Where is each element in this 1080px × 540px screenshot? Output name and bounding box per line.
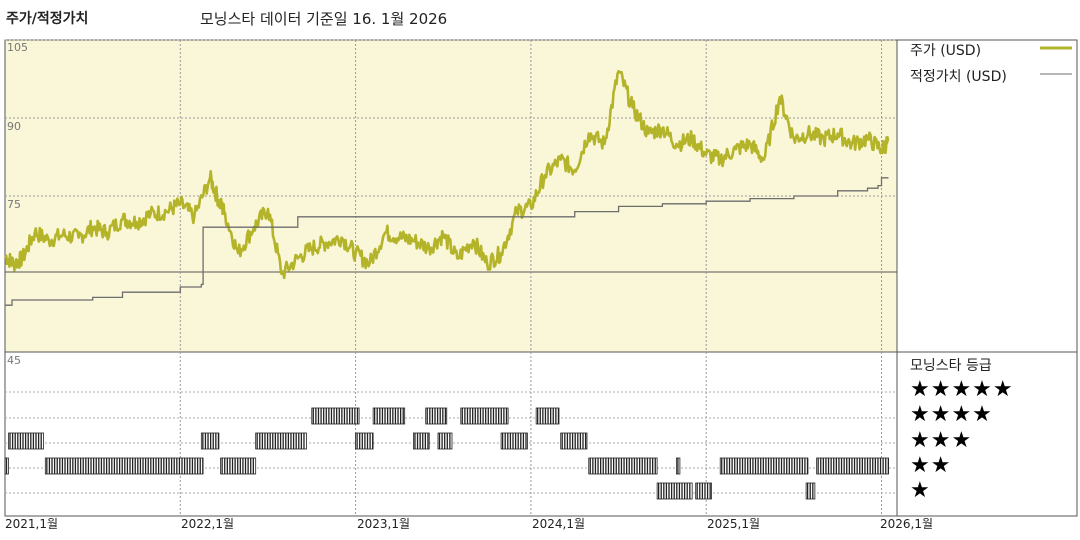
- price-series-line: [4, 69, 890, 280]
- rating-1-star-icon: ★: [910, 478, 931, 503]
- chart-title: 주가/적정가치: [6, 11, 89, 27]
- rating-bar-4-star: [372, 407, 406, 425]
- x-tick-label: 2022,1월: [181, 517, 235, 531]
- rating-bar-2-star: [220, 457, 257, 475]
- rating-bar-4-star: [535, 407, 560, 425]
- rating-2-stars-icon: ★★: [910, 453, 952, 478]
- y-tick-label: 45: [7, 354, 21, 367]
- x-tick-label: 2021,1월: [5, 517, 59, 531]
- rating-bar-4-star: [311, 407, 360, 425]
- x-tick-label: 2026,1월: [880, 517, 934, 531]
- rating-bar-4-star: [425, 407, 448, 425]
- rating-bar-3-star: [200, 432, 220, 450]
- legend-fair-value-label: 적정가치 (USD): [910, 69, 1007, 85]
- rating-bar-3-star: [413, 432, 430, 450]
- rating-bar-2-star: [675, 457, 681, 475]
- y-tick-label: 105: [7, 41, 28, 54]
- rating-bar-2-star: [719, 457, 809, 475]
- rating-bar-3-star: [560, 432, 588, 450]
- y-tick-label: 90: [7, 120, 21, 133]
- x-tick-label: 2023,1월: [357, 517, 411, 531]
- rating-bar-1-star: [695, 482, 712, 500]
- fair-value-series-line: [5, 177, 889, 306]
- legend-price-label: 주가 (USD): [910, 43, 982, 59]
- rating-bar-2-star: [816, 457, 889, 475]
- rating-bar-3-star: [437, 432, 453, 450]
- rating-bar-3-star: [355, 432, 374, 450]
- rating-bar-2-star: [588, 457, 658, 475]
- rating-5-stars-icon: ★★★★★: [910, 377, 1014, 402]
- rating-bar-3-star: [8, 432, 44, 450]
- rating-bar-3-star: [500, 432, 528, 450]
- data-date-caption: 모닝스타 데이터 기준일 16. 1월 2026: [200, 10, 448, 28]
- rating-3-stars-icon: ★★★: [910, 428, 973, 453]
- rating-bar-1-star: [656, 482, 693, 500]
- rating-bar-2-star: [44, 457, 204, 475]
- rating-bar-4-star: [460, 407, 509, 425]
- rating-bar-2-star: [4, 457, 9, 475]
- x-tick-label: 2025,1월: [707, 517, 761, 531]
- rating-4-stars-icon: ★★★★: [910, 402, 993, 427]
- rating-bar-1-star: [805, 482, 816, 500]
- rating-bar-3-star: [255, 432, 307, 450]
- x-tick-label: 2024,1월: [532, 517, 586, 531]
- ratings-title: 모닝스타 등급: [910, 358, 992, 374]
- y-tick-label: 75: [7, 198, 21, 211]
